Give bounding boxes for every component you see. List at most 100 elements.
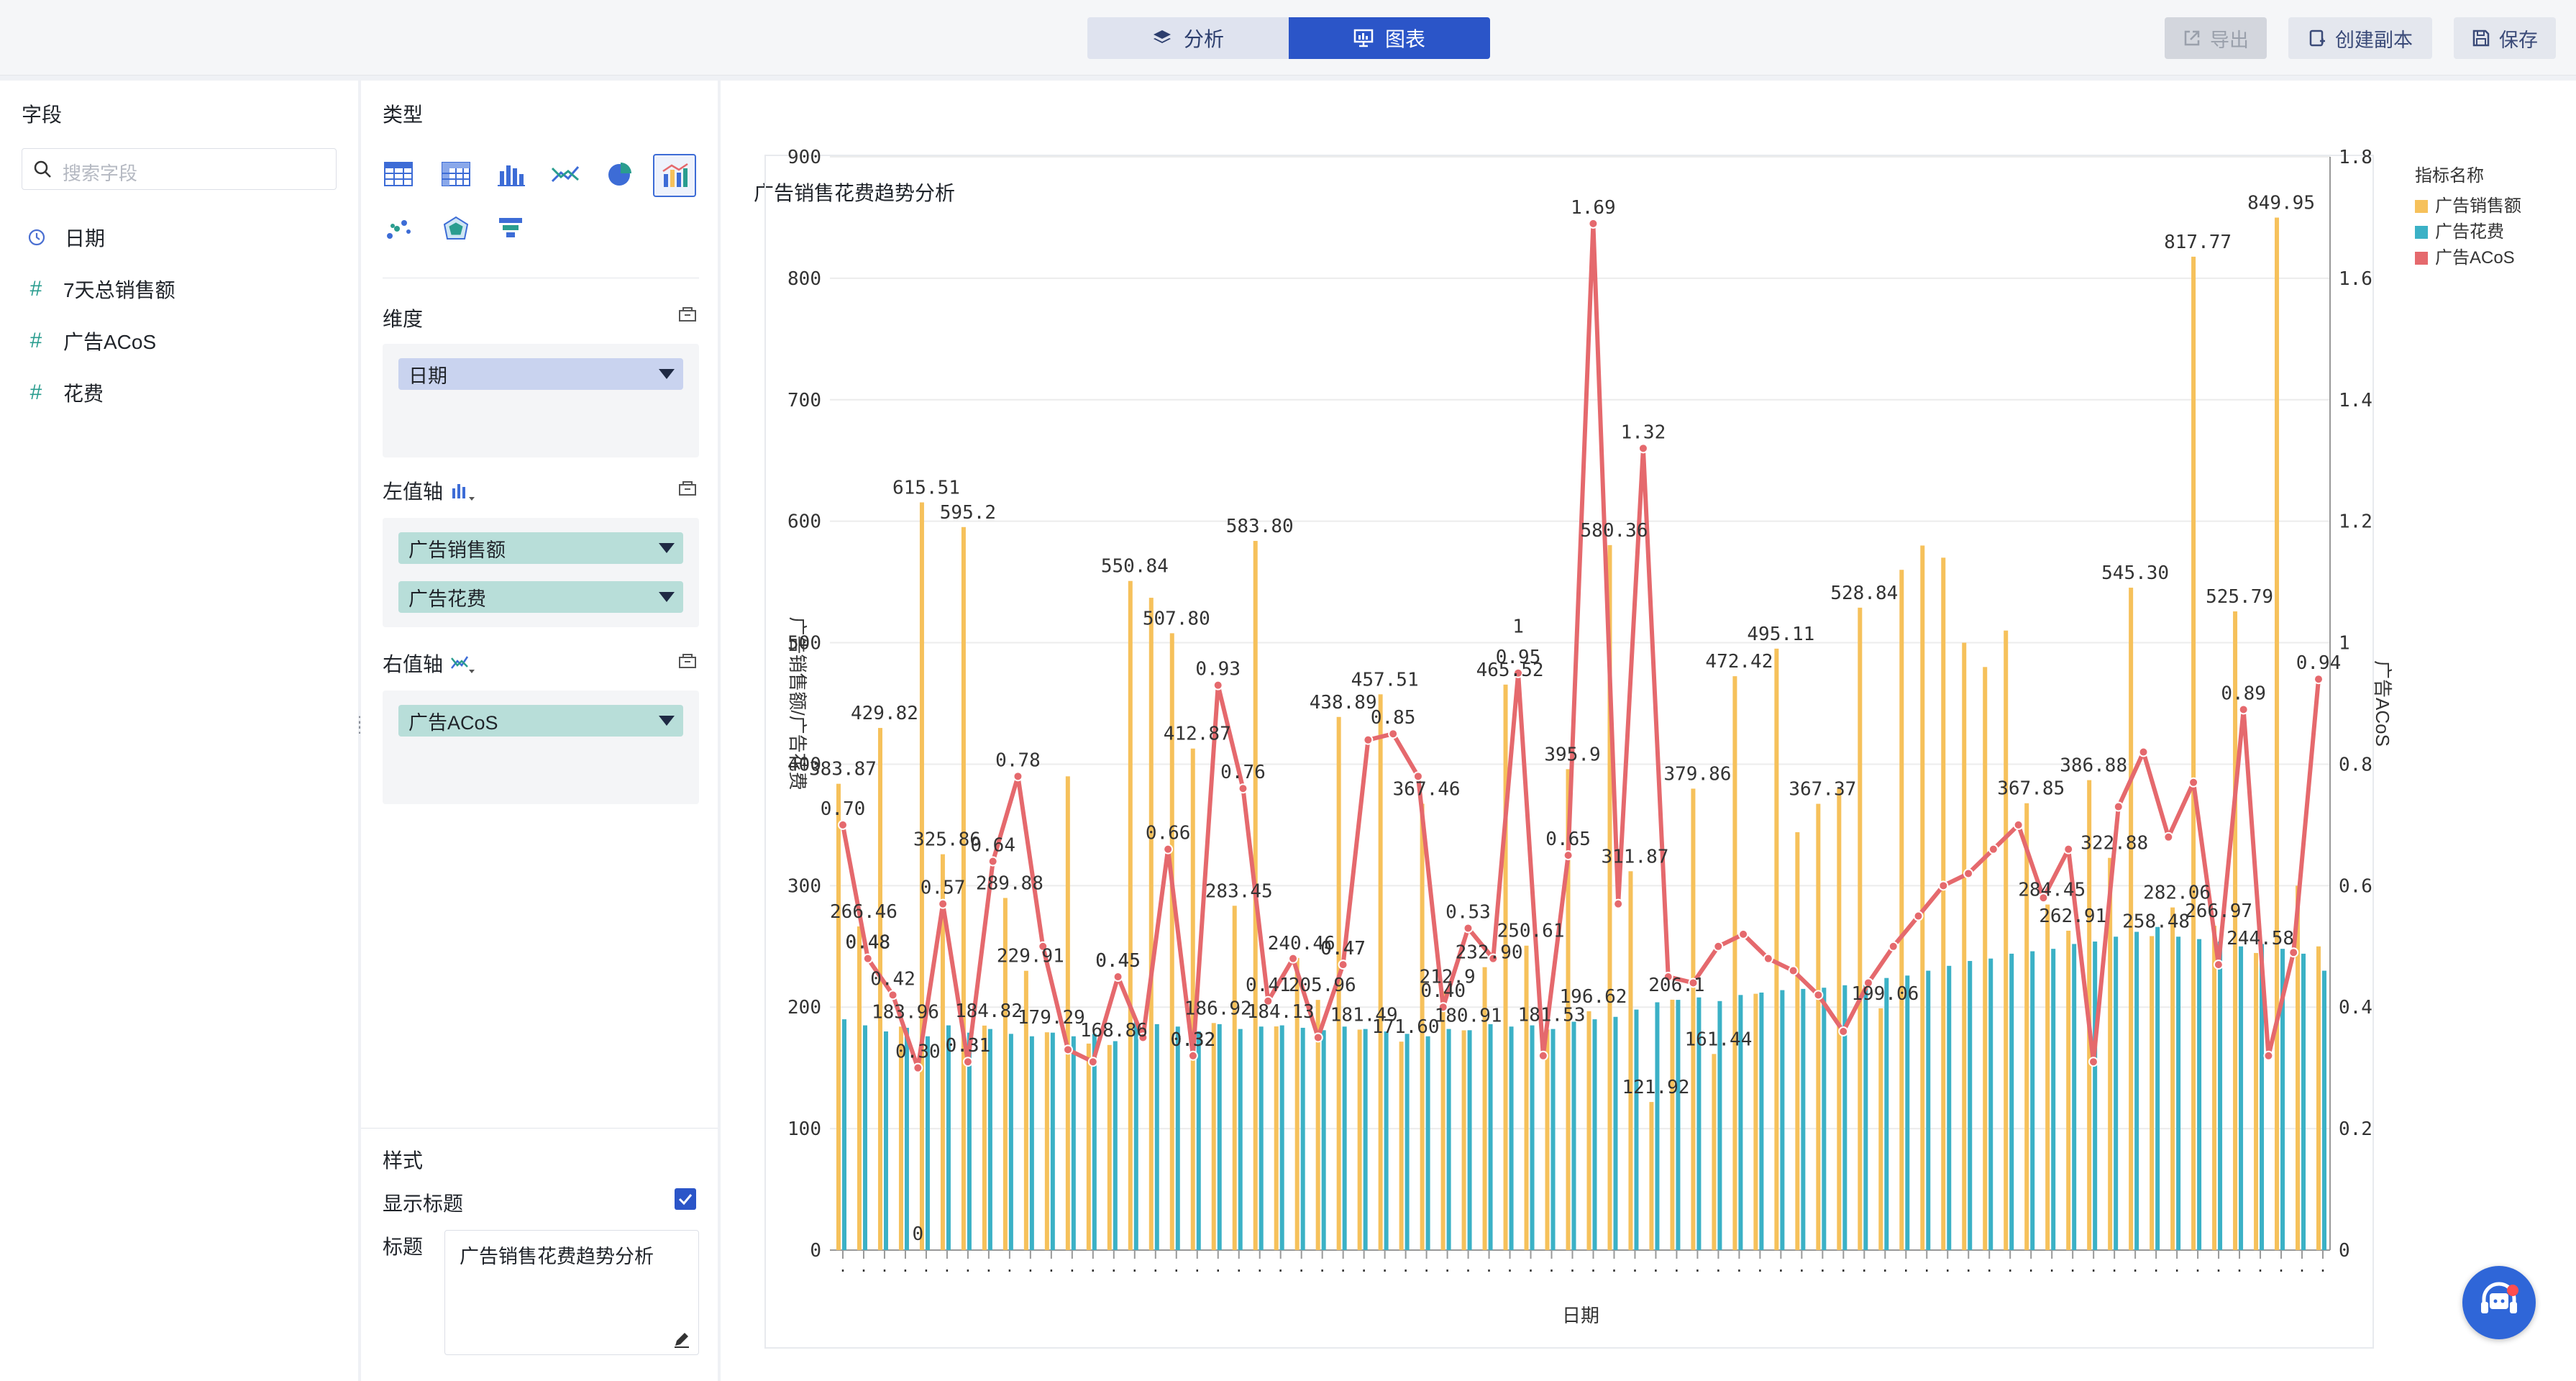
right-axis-dropzone[interactable]: 广告ACoS xyxy=(383,690,699,804)
x-tick-label: . xyxy=(1755,1258,1764,1275)
x-tick-label: . xyxy=(1630,1258,1639,1275)
acos-point xyxy=(1913,911,1924,921)
x-tick-label: . xyxy=(1276,1258,1285,1275)
acos-point xyxy=(1438,1002,1448,1013)
search-icon xyxy=(34,160,51,178)
sales-bar xyxy=(1148,598,1154,1250)
sales-bar xyxy=(1211,1023,1216,1250)
x-tick-label: . xyxy=(1297,1258,1306,1275)
field-search-input[interactable]: 搜索字段 xyxy=(22,148,337,190)
edit-icon[interactable] xyxy=(672,1330,691,1349)
clear-icon[interactable] xyxy=(677,652,698,669)
sales-data-label: 580.36 xyxy=(1581,520,1648,542)
chart-type-table[interactable] xyxy=(380,155,417,193)
sales-data-label: 322.88 xyxy=(2081,833,2148,854)
field-item-date[interactable]: 日期 xyxy=(27,223,105,252)
save-button[interactable]: 保存 xyxy=(2454,17,2556,59)
sales-bar xyxy=(1065,776,1070,1250)
field-item-7day-sales[interactable]: # 7天总销售额 xyxy=(27,275,175,304)
clear-icon[interactable] xyxy=(677,479,698,496)
legend-swatch xyxy=(2415,252,2428,265)
show-title-label: 显示标题 xyxy=(383,1193,464,1215)
combo-chart: 广告销售花费趋势分析 0 0 100 0.2 200 0.4 300 0.6 400 0.8 500 1… xyxy=(754,147,2521,1349)
dimension-dropzone[interactable]: 日期 xyxy=(383,344,699,457)
x-tick-label: . xyxy=(985,1258,993,1275)
tab-analysis[interactable]: 分析 xyxy=(1087,17,1289,59)
x-tick-label: . xyxy=(1506,1258,1515,1275)
spend-bar xyxy=(2197,939,2202,1250)
acos-point xyxy=(1863,977,1873,988)
resize-handle[interactable]: ⋮ ⋮ xyxy=(352,714,367,736)
clock-icon xyxy=(28,229,45,246)
chevron-down-icon[interactable] xyxy=(659,592,675,602)
x-tick-label: . xyxy=(1547,1258,1556,1275)
left-axis-chip-sales[interactable]: 广告销售额 xyxy=(398,532,683,564)
x-tick-label: . xyxy=(839,1258,847,1275)
acos-point xyxy=(1163,844,1174,854)
chart-type-line[interactable] xyxy=(547,155,584,193)
clear-icon[interactable] xyxy=(677,305,698,322)
spend-bar xyxy=(1092,1034,1097,1250)
style-title: 样式 xyxy=(383,1149,424,1172)
chart-type-scatter[interactable] xyxy=(380,210,417,247)
sales-data-label: 379.86 xyxy=(1663,763,1731,785)
spend-bar xyxy=(2134,931,2139,1250)
line-chart-small-icon[interactable] xyxy=(450,652,476,674)
sales-bar xyxy=(1086,1043,1091,1250)
dimension-chip-date[interactable]: 日期 xyxy=(398,358,683,390)
layers-icon xyxy=(1153,30,1171,43)
spend-bar xyxy=(1634,1009,1639,1250)
x-tick-label: . xyxy=(880,1258,889,1275)
chip-label: 广告花费 xyxy=(408,588,486,610)
sales-data-label: 817.77 xyxy=(2164,232,2232,253)
spend-bar xyxy=(1405,1034,1410,1250)
field-item-label: 日期 xyxy=(65,227,106,250)
y2-tick-label: 0.8 xyxy=(2339,754,2372,775)
legend-swatch xyxy=(2415,200,2428,213)
acos-line xyxy=(841,221,2321,1070)
sales-data-label: 367.37 xyxy=(1789,779,1856,801)
chevron-down-icon[interactable] xyxy=(659,543,675,553)
spend-bar xyxy=(2051,949,2056,1250)
spend-bar xyxy=(1300,1027,1305,1250)
chevron-down-icon[interactable] xyxy=(659,369,675,379)
export-button[interactable]: 导出 xyxy=(2165,17,2267,59)
create-copy-button[interactable]: 创建副本 xyxy=(2288,17,2432,59)
chart-type-radar[interactable] xyxy=(437,210,475,247)
acos-data-label: 0.47 xyxy=(1320,938,1366,960)
chart-type-pie[interactable] xyxy=(601,155,639,193)
create-copy-label: 创建副本 xyxy=(2335,29,2413,51)
acos-data-label: 0.66 xyxy=(1146,823,1191,844)
x-tick-label: . xyxy=(2319,1258,2327,1275)
chart-type-funnel[interactable] xyxy=(492,210,529,247)
chart-type-pivot[interactable] xyxy=(437,155,475,193)
left-axis-dropzone[interactable]: 广告销售额 广告花费 xyxy=(383,518,699,627)
sales-bar xyxy=(1378,694,1383,1250)
left-axis-chip-spend[interactable]: 广告花费 xyxy=(398,581,683,613)
x-tick-label: . xyxy=(1714,1258,1722,1275)
title-textarea[interactable]: 广告销售花费趋势分析 xyxy=(444,1230,699,1355)
acos-point xyxy=(2163,831,2174,842)
sales-bar xyxy=(1044,1032,1049,1250)
chart-type-bar[interactable] xyxy=(492,155,529,193)
x-tick-label: . xyxy=(1402,1258,1410,1275)
chart-type-combo[interactable] xyxy=(653,154,696,197)
x-tick-label: . xyxy=(1443,1258,1452,1275)
acos-data-label: 0.93 xyxy=(1195,659,1241,680)
support-chat-button[interactable] xyxy=(2462,1266,2536,1339)
bar-chart-small-icon[interactable] xyxy=(450,480,476,501)
acos-data-label: 0.48 xyxy=(845,932,890,954)
field-item-spend[interactable]: # 花费 xyxy=(27,378,104,407)
chevron-down-icon[interactable] xyxy=(659,716,675,726)
acos-data-label: 0.30 xyxy=(895,1042,941,1063)
right-axis-chip-acos[interactable]: 广告ACoS xyxy=(398,705,683,737)
sales-bar xyxy=(1962,642,1967,1250)
x-tick-label: . xyxy=(1776,1258,1785,1275)
acos-point xyxy=(2013,819,2024,830)
acos-point xyxy=(1038,941,1049,952)
tab-chart[interactable]: 图表 xyxy=(1289,17,1490,59)
sales-bar xyxy=(2129,588,2134,1250)
field-item-acos[interactable]: # 广告ACoS xyxy=(27,327,157,355)
x-tick-label: . xyxy=(1797,1258,1806,1275)
show-title-checkbox[interactable] xyxy=(675,1188,696,1210)
